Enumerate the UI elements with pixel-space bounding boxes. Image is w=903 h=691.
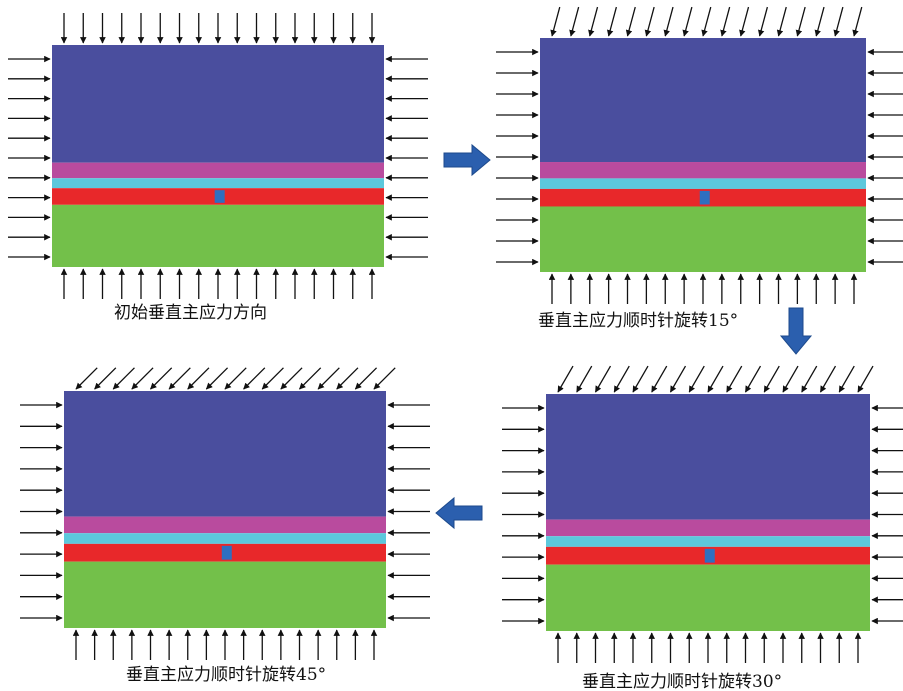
top-load-arrow — [651, 365, 668, 393]
top-load-arrow — [557, 365, 574, 393]
top-load-arrow — [261, 367, 284, 390]
top-load-arrow — [550, 6, 561, 37]
caption-rotated-45: 垂直主应力顺时针旋转45° — [126, 665, 327, 685]
layer-green — [52, 204, 384, 267]
layer-cyan — [64, 533, 386, 544]
top-load-arrow — [688, 365, 705, 393]
top-load-arrow — [588, 6, 599, 37]
top-load-arrow — [720, 6, 731, 37]
flow-arrow-down — [779, 307, 813, 355]
top-load-arrow — [112, 367, 135, 390]
top-load-arrow — [625, 6, 636, 37]
top-load-arrow — [782, 365, 799, 393]
top-load-arrow — [838, 365, 855, 393]
layer-green — [546, 564, 870, 631]
cavity-marker — [214, 190, 225, 203]
top-load-arrow — [707, 365, 724, 393]
top-load-arrow — [606, 6, 618, 37]
top-load-arrow — [757, 6, 769, 37]
top-load-arrow — [739, 6, 750, 37]
top-load-arrow — [833, 6, 844, 37]
caption-rotated-15: 垂直主应力顺时针旋转15° — [538, 311, 739, 331]
layer-top — [546, 394, 870, 520]
layer-green — [540, 206, 866, 272]
top-load-arrow — [336, 367, 359, 390]
top-load-arrow — [280, 367, 303, 390]
top-load-arrow — [569, 6, 580, 37]
top-load-arrow — [373, 367, 396, 390]
top-load-arrow — [75, 367, 98, 390]
top-load-arrow — [644, 6, 655, 37]
layer-magenta — [52, 162, 384, 179]
top-load-arrow — [299, 367, 322, 390]
top-load-arrow — [795, 6, 806, 37]
layer-top — [540, 38, 866, 163]
top-load-arrow — [819, 365, 837, 393]
top-load-arrow — [744, 365, 762, 393]
top-load-arrow — [150, 367, 173, 390]
top-load-arrow — [726, 365, 743, 393]
layer-cyan — [546, 536, 870, 547]
caption-rotated-30: 垂直主应力顺时针旋转30° — [582, 672, 783, 691]
top-load-arrow — [701, 6, 712, 37]
layer-cyan — [540, 178, 866, 189]
top-load-arrow — [576, 365, 593, 393]
layer-magenta — [64, 516, 386, 534]
top-load-arrow — [224, 367, 247, 390]
top-load-arrow — [801, 365, 818, 393]
top-load-arrow — [669, 365, 687, 393]
panel-p4 — [20, 367, 430, 660]
top-load-arrow — [663, 6, 674, 37]
cavity-marker — [699, 190, 710, 205]
top-load-arrow — [814, 6, 825, 37]
top-load-arrow — [852, 6, 863, 37]
panel-p2 — [496, 6, 903, 304]
top-load-arrow — [594, 365, 612, 393]
top-load-arrow — [187, 367, 210, 390]
panel-p3 — [502, 365, 903, 663]
cavity-marker — [704, 548, 715, 563]
flow-arrow-left — [435, 496, 483, 530]
top-load-arrow — [131, 367, 154, 390]
layer-top — [64, 391, 386, 517]
cavity-marker — [221, 545, 232, 560]
layer-magenta — [546, 519, 870, 537]
top-load-arrow — [763, 365, 780, 393]
layer-magenta — [540, 162, 866, 179]
top-load-arrow — [243, 367, 266, 390]
layer-green — [64, 561, 386, 628]
top-load-arrow — [354, 367, 378, 390]
top-load-arrow — [168, 367, 191, 390]
top-load-arrow — [682, 6, 693, 37]
caption-initial: 初始垂直主应力方向 — [114, 303, 267, 323]
panel-p1 — [8, 13, 428, 299]
flow-arrow-right — [443, 143, 491, 177]
top-load-arrow — [632, 365, 649, 393]
top-load-arrow — [94, 367, 117, 390]
top-load-arrow — [857, 365, 874, 393]
top-load-arrow — [776, 6, 787, 37]
top-load-arrow — [613, 365, 630, 393]
layer-cyan — [52, 178, 384, 189]
top-load-arrow — [205, 367, 229, 390]
top-load-arrow — [317, 367, 340, 390]
layer-top — [52, 45, 384, 163]
